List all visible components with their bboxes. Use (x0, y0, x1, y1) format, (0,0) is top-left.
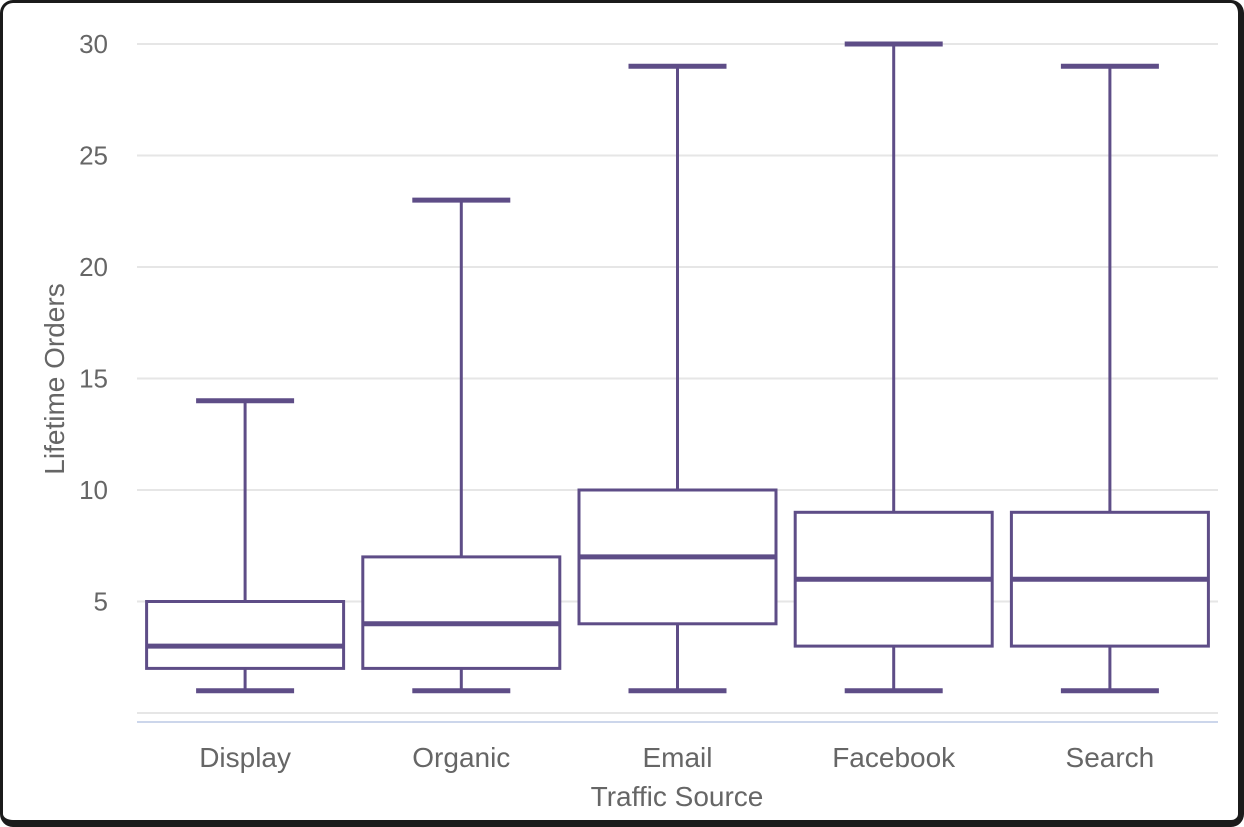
iqr-box (361, 555, 562, 670)
axis-label-layer: 5 10 15 20 25 30 Display Organic Email Facebook Se… (79, 29, 1154, 773)
x-category-label-email: Email (642, 742, 712, 773)
y-tick-label-10: 10 (79, 475, 108, 505)
y-tick-label-30: 30 (79, 29, 108, 59)
x-category-label-search: Search (1066, 742, 1155, 773)
x-category-label-display: Display (199, 742, 291, 773)
boxplot-display[interactable] (145, 398, 346, 694)
boxplot-search[interactable] (1009, 63, 1210, 694)
boxplot-facebook[interactable] (793, 41, 994, 694)
x-category-label-facebook: Facebook (832, 742, 956, 773)
y-tick-label-5: 5 (94, 587, 108, 617)
x-axis-title: Traffic Source (591, 781, 764, 812)
boxplot-organic[interactable] (361, 197, 562, 694)
boxplot-series-layer (145, 41, 1210, 694)
y-tick-label-25: 25 (79, 141, 108, 171)
boxplot-email[interactable] (577, 63, 778, 694)
x-category-label-organic: Organic (412, 742, 510, 773)
y-tick-label-15: 15 (79, 364, 108, 394)
iqr-box (145, 600, 346, 670)
y-tick-label-20: 20 (79, 252, 108, 282)
y-axis-title: Lifetime Orders (39, 283, 70, 474)
